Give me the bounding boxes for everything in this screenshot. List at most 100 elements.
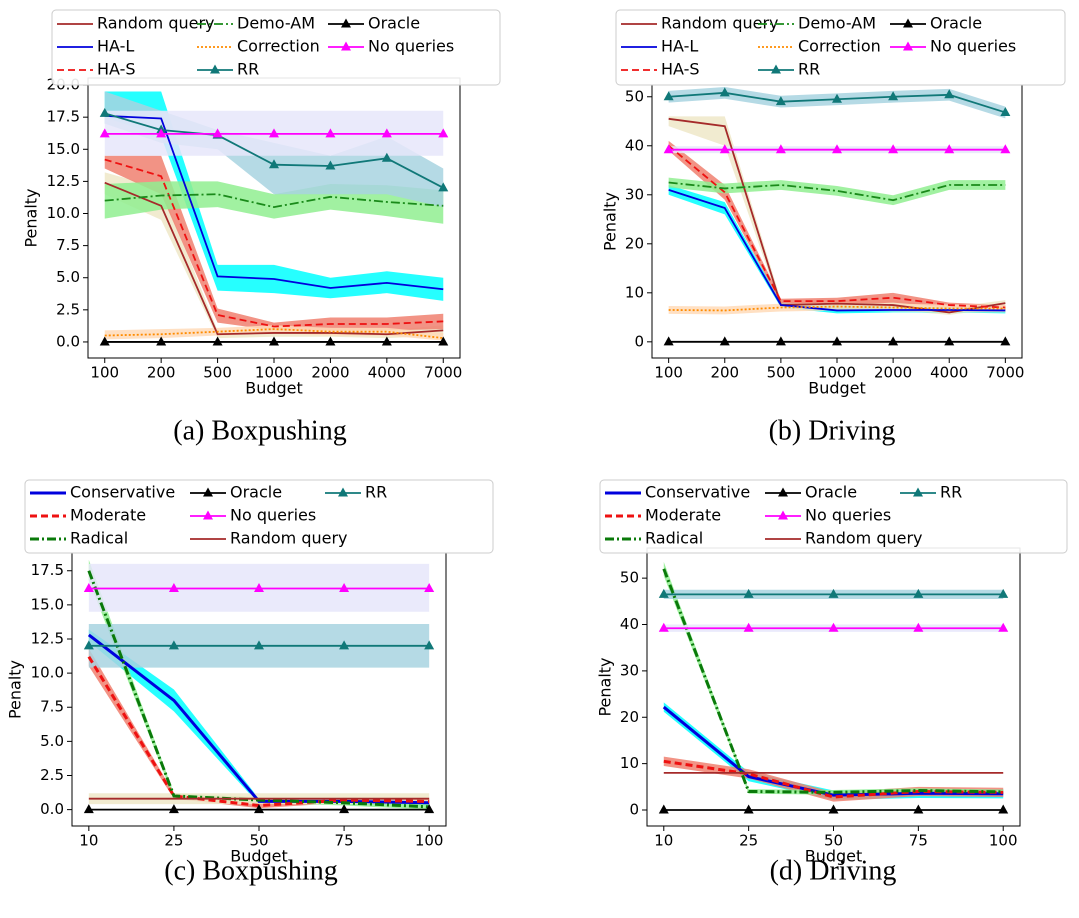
legend-marker [338, 487, 348, 497]
y-tick-label: 0 [634, 332, 644, 350]
point-marker [832, 93, 842, 103]
legend-label: Radical [645, 529, 703, 548]
legend-label: HA-S [97, 60, 136, 79]
series-line [662, 705, 1004, 797]
legend-label: RR [798, 60, 820, 79]
point-marker [913, 622, 924, 632]
legend-label: Conservative [70, 483, 175, 502]
series-line [104, 114, 444, 291]
point-marker [168, 582, 179, 592]
y-tick-label: 17.5 [47, 108, 80, 126]
legend-label: Moderate [645, 506, 721, 525]
y-tick-label: 12.5 [47, 172, 80, 190]
legend-label: HA-L [97, 37, 134, 56]
x-axis-label: Budget [230, 847, 288, 866]
x-tick-label: 10 [79, 832, 98, 850]
point-marker [156, 128, 167, 138]
legend-marker [903, 41, 913, 51]
x-tick-label: 25 [164, 832, 183, 850]
confidence-band [668, 184, 1006, 314]
point-marker [658, 622, 669, 632]
legend-marker [903, 18, 913, 28]
x-tick-label: 100 [90, 364, 119, 382]
legend: Random query HA-L HA-S Demo-AM Correction RR O… [51, 9, 501, 86]
point-marker [381, 336, 392, 346]
point-marker [888, 336, 899, 346]
legend-box [24, 479, 494, 554]
plot-area [83, 559, 435, 814]
series-line [104, 181, 444, 336]
legend: Conservative Moderate Radical Oracle No quer… [24, 479, 494, 554]
series-line [668, 181, 1006, 202]
x-tick-label: 100 [654, 364, 683, 382]
y-tick-label: 0.0 [40, 800, 64, 818]
y-tick-label: 2.5 [56, 300, 80, 318]
x-tick-label: 75 [909, 832, 928, 850]
point-marker [325, 128, 336, 138]
point-marker [775, 336, 786, 346]
x-tick-label: 100 [415, 832, 444, 850]
point-marker [719, 144, 730, 154]
legend-label: No queries [230, 506, 316, 525]
point-marker [832, 144, 842, 154]
legend-label: Moderate [70, 506, 146, 525]
y-tick-label: 0 [629, 801, 639, 819]
point-marker [888, 91, 899, 101]
y-axis-label: Penalty [601, 192, 620, 251]
legend-label: Demo-AM [237, 14, 315, 33]
x-tick-label: 4000 [930, 364, 968, 382]
chart-panel: 100 200 500 1000 2000 4000 7000 0 10 20 30 40 50 Budg… [601, 9, 1066, 446]
legend-label: HA-S [661, 60, 700, 79]
plot-area [663, 86, 1011, 346]
point-marker [658, 804, 669, 814]
confidence-band [668, 116, 1006, 315]
legend-marker [913, 487, 923, 497]
y-tick-label: 5.0 [56, 268, 80, 286]
point-marker [743, 622, 754, 632]
x-tick-label: 500 [767, 364, 796, 382]
y-tick-label: 17.5 [31, 561, 64, 579]
legend-label: Conservative [645, 483, 750, 502]
point-marker [775, 144, 786, 154]
legend-marker [771, 64, 781, 74]
point-marker [83, 804, 94, 814]
point-marker [743, 588, 754, 598]
legend-label: Radical [70, 529, 128, 548]
point-marker [254, 582, 264, 592]
x-tick-label: 50 [824, 832, 843, 850]
legend-label: Correction [237, 37, 320, 56]
point-marker [99, 128, 110, 138]
x-tick-label: 7000 [424, 364, 462, 382]
point-marker [83, 640, 94, 650]
point-marker [325, 160, 336, 170]
y-tick-label: 50 [625, 87, 644, 105]
series-line [668, 189, 1006, 312]
point-marker [424, 640, 435, 650]
point-marker [998, 622, 1009, 632]
legend-label: Oracle [368, 14, 420, 33]
point-marker [828, 588, 839, 598]
point-marker [168, 804, 179, 814]
chart-panel: 100 200 500 1000 2000 4000 7000 0.0 2.5 5.0 7.5 10.… [22, 9, 501, 446]
y-tick-label: 10.0 [47, 204, 80, 222]
legend-label: Random query [97, 14, 215, 33]
point-marker [438, 336, 449, 346]
point-marker [913, 588, 924, 598]
point-marker [339, 640, 350, 650]
point-marker [83, 582, 94, 592]
series-line [668, 305, 1006, 312]
legend-label: No queries [805, 506, 891, 525]
point-marker [381, 152, 392, 162]
x-tick-label: 25 [739, 832, 758, 850]
y-tick-label: 12.5 [31, 629, 64, 647]
point-marker [658, 588, 669, 598]
x-axis-label: Budget [808, 379, 866, 398]
x-axis-label: Budget [805, 847, 863, 866]
x-tick-label: 200 [147, 364, 176, 382]
caption: (c) Boxpushing [164, 855, 337, 886]
y-tick-label: 7.5 [40, 698, 64, 716]
caption: (a) Boxpushing [173, 415, 346, 446]
series-line [668, 145, 1006, 309]
point-marker [832, 336, 842, 346]
point-marker [168, 640, 179, 650]
